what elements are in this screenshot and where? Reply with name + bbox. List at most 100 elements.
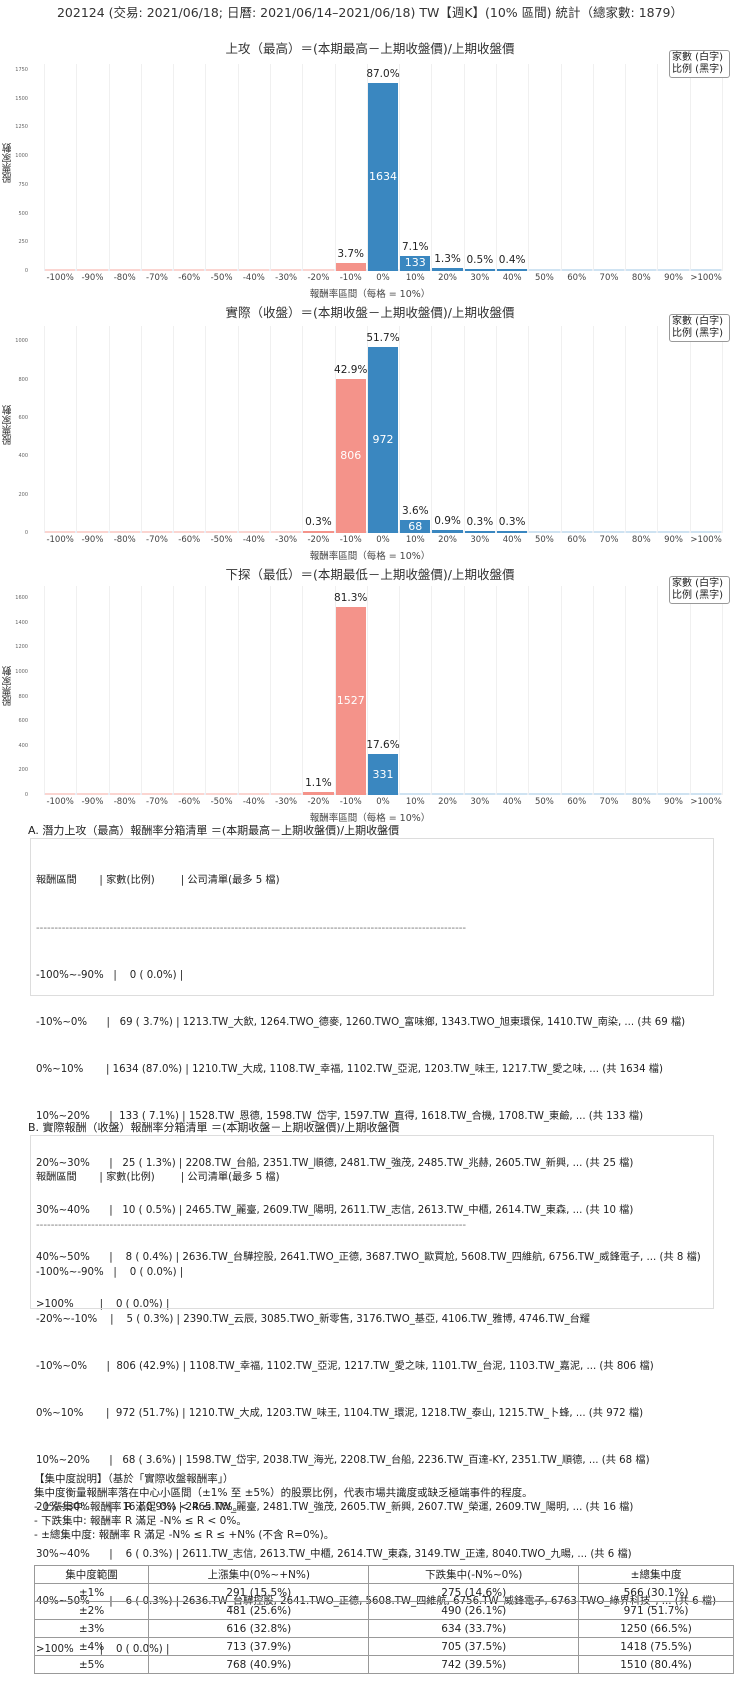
gridline	[592, 586, 594, 795]
bar-empty	[109, 531, 140, 533]
list-item: 10%~20% | 133 ( 7.1%) | 1528.TW_恩德, 1598…	[36, 1110, 644, 1122]
table-cell: ±2%	[33, 1601, 150, 1620]
y-tick-label: 1500	[15, 95, 28, 102]
gridline	[625, 326, 627, 533]
concentration-notes: 【集中度說明】（基於「實際收盤報酬率」） 集中度衡量報酬率落在中心小區間（±1%…	[34, 1472, 533, 1542]
list-item: -10%~0% | 69 ( 3.7%) | 1213.TW_大飲, 1264.…	[36, 1016, 686, 1028]
list-item: -20%~-10% | 5 ( 0.3%) | 2390.TW_云辰, 3085…	[36, 1313, 590, 1325]
table-cell: 566 (30.1%)	[578, 1583, 734, 1602]
bar-percent-label: 7.1%	[401, 240, 429, 253]
y-tick-label: 600	[18, 718, 28, 725]
bar-empty	[206, 531, 237, 533]
gridline	[76, 326, 78, 533]
bar-percent-label: 0.3%	[498, 516, 526, 528]
list-item: 0%~10% | 972 (51.7%) | 1210.TW_大成, 1203.…	[36, 1407, 644, 1419]
x-tick-label: 20%	[438, 535, 458, 545]
gridline	[44, 64, 45, 271]
section-b-list: 報酬區間 | 家數(比例) | 公司清單(最多 5 檔) -----------…	[30, 1135, 716, 1655]
x-tick-label: 70%	[599, 273, 619, 283]
gridline	[270, 586, 271, 795]
x-tick-label: >100%	[690, 273, 722, 283]
bar	[303, 792, 334, 795]
x-tick-label: 10%	[405, 535, 425, 545]
table-cell: 705 (37.5%)	[368, 1637, 580, 1656]
x-tick-label: -30%	[275, 273, 298, 283]
x-tick-label: 30%	[470, 273, 490, 283]
bar-empty	[45, 531, 76, 533]
table-cell: 481 (25.6%)	[148, 1601, 370, 1620]
bar-empty	[271, 531, 302, 533]
bar-empty	[174, 269, 205, 271]
x-tick-label: -50%	[210, 535, 233, 545]
y-tick-label: 400	[18, 453, 28, 460]
y-tick-label: 1400	[15, 619, 28, 626]
gridline	[108, 326, 110, 533]
bar-percent-label: 87.0%	[366, 68, 400, 81]
bar-empty	[626, 793, 657, 795]
x-tick-label: 60%	[567, 273, 587, 283]
x-tick-label: -10%	[339, 273, 362, 283]
gridline	[108, 64, 110, 271]
table-header-row: 集中度範圍 上漲集中(0%~+N%) 下跌集中(-N%~0%) ±總集中度	[33, 1565, 734, 1584]
gridline	[76, 586, 78, 795]
bar-percent-label: 0.3%	[305, 516, 332, 528]
bar-count-label: 68	[408, 519, 423, 533]
bar-empty	[593, 793, 625, 795]
gridline	[722, 326, 723, 533]
section-a-title: A. 潛力上攻（最高）報酬率分箱清單 ＝(本期最高－上期收盤價)/上期收盤價	[28, 824, 400, 837]
legend-percent-label: 比例 (黑字)	[672, 64, 723, 75]
y-tick-label: 200	[18, 491, 28, 498]
bar-empty	[206, 793, 237, 795]
gridline	[366, 64, 368, 271]
legend: 家數 (白字) 比例 (黑字)	[669, 314, 730, 342]
bar-percent-label: 0.3%	[466, 516, 494, 528]
gridline	[237, 326, 239, 533]
bar-percent-label: 51.7%	[366, 331, 400, 344]
x-tick-label: 40%	[502, 273, 522, 283]
section-b-title: B. 實際報酬（收盤）報酬率分箱清單 ＝(本期收盤－上期收盤價)/上期收盤價	[28, 1121, 400, 1134]
x-tick-label: -70%	[146, 535, 168, 545]
bar-empty	[77, 531, 108, 533]
bar-percent-label: 3.6%	[401, 504, 429, 517]
gridline	[431, 326, 433, 533]
list-divider: ----------------------------------------…	[36, 922, 467, 934]
y-tick-label: 0	[24, 792, 28, 798]
gridline	[399, 64, 401, 271]
bar-percent-label: 81.3%	[334, 592, 368, 605]
y-axis-label: 股票家數	[3, 665, 14, 706]
x-tick-label: -70%	[146, 273, 168, 283]
table-cell: 768 (40.9%)	[148, 1655, 370, 1674]
bar-empty	[690, 531, 721, 533]
bar-empty	[45, 269, 76, 271]
y-tick-label: 800	[18, 693, 28, 700]
y-tick-label: 1200	[15, 644, 28, 651]
x-tick-label: 90%	[664, 797, 684, 807]
bar-count-label: 133	[404, 256, 426, 270]
concentration-bullet: - 上漲集中: 報酬率 R 滿足 0% < R ≤ N%。	[34, 1501, 244, 1513]
table-cell: 742 (39.5%)	[368, 1655, 580, 1674]
bar-empty	[141, 531, 173, 533]
y-tick-label: 600	[18, 415, 28, 421]
table-cell: 490 (26.1%)	[368, 1601, 580, 1620]
x-tick-label: -40%	[242, 535, 265, 545]
table-row: ±2% 481 (25.6%) 490 (26.1%) 971 (51.7%)	[33, 1601, 734, 1620]
x-tick-label: 30%	[470, 535, 490, 545]
gridline	[237, 586, 239, 795]
x-tick-label: -90%	[81, 797, 104, 807]
list-item: 30%~40% | 10 ( 0.5%) | 2465.TW_麗臺, 2609.…	[36, 1205, 634, 1217]
bar-count-label: 806	[340, 448, 362, 462]
bar-empty	[238, 531, 269, 533]
bar	[464, 269, 495, 271]
legend-count-label: 家數 (白字)	[672, 578, 723, 589]
bar-empty	[141, 269, 173, 271]
y-tick-label: 750	[18, 181, 28, 188]
chart-title: 下探（最低）＝(本期最低－上期收盤價)/上期收盤價	[225, 567, 515, 582]
page-title: 202124 (交易: 2021/06/18; 日曆: 2021/06/14–2…	[56, 5, 684, 20]
gridline	[173, 64, 175, 271]
bar-count-label: 1527	[336, 694, 365, 708]
gridline	[76, 64, 78, 271]
gridline	[560, 64, 562, 271]
gridline	[496, 326, 497, 533]
bar-empty	[238, 269, 269, 271]
gridline	[657, 326, 659, 533]
